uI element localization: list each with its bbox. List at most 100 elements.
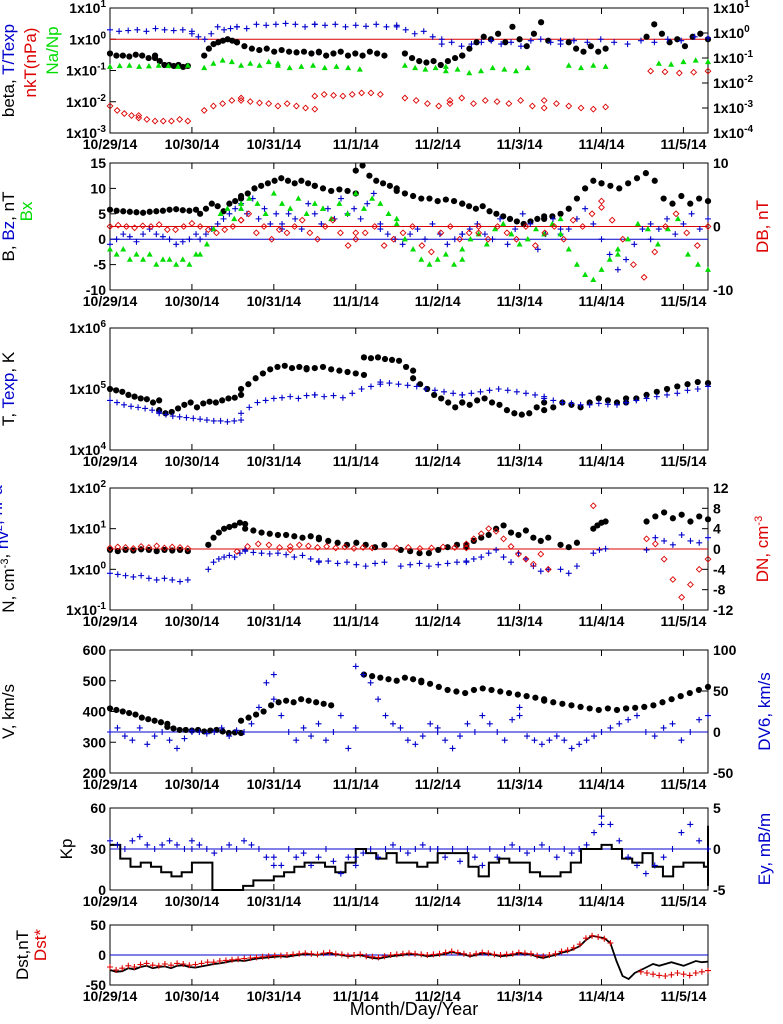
series-db-point (693, 242, 701, 249)
series-dst--point (448, 948, 455, 955)
series-v-point (604, 705, 611, 712)
series-bx-point (426, 261, 433, 267)
series-dn-point (341, 543, 349, 551)
series-ey-point (598, 821, 605, 828)
series-t-texp-point (208, 30, 215, 37)
series-v-point (435, 683, 442, 691)
y-tick-label-right: 5 (713, 800, 721, 816)
series-beta-point (151, 54, 159, 62)
series-nkt-npa--point (481, 97, 489, 104)
series-nv2-point (508, 559, 515, 566)
series-na-np-point (321, 64, 328, 71)
series-dst--point (277, 952, 284, 959)
series-beta-point (161, 61, 168, 69)
series-na-np-point (345, 64, 352, 71)
series-nkt-npa--point (458, 94, 466, 102)
series-bz-point (166, 236, 173, 243)
series-ey-point (501, 846, 508, 852)
series-b-point (386, 182, 393, 189)
series-t-texp-point (143, 28, 150, 35)
series-dst--point (436, 950, 443, 957)
series-dn-point (537, 550, 545, 558)
series-nv2-point (453, 559, 460, 566)
series-t-point (274, 363, 281, 371)
series-b-point (133, 209, 140, 216)
series-b-point (173, 206, 180, 213)
series-beta-point (219, 37, 227, 44)
series-bx-point (674, 215, 681, 222)
series-dv6-point (471, 729, 478, 735)
series-n-point (250, 527, 257, 534)
series-texp-point (121, 401, 128, 408)
series-dn-point (393, 544, 401, 552)
series-texp-point (477, 388, 484, 395)
series-db-point (139, 222, 147, 230)
series-bx-point (107, 246, 113, 252)
series-nkt-npa--point (704, 67, 712, 75)
series-ey-point (345, 854, 352, 861)
series-dv6-point (568, 745, 575, 752)
series-texp-point (623, 399, 630, 406)
series-db-point (560, 235, 568, 243)
series-dv6-point (553, 733, 560, 740)
series-beta-point (344, 52, 352, 59)
series-nv2-point (283, 551, 290, 558)
series-nkt-npa--point (237, 97, 245, 104)
series-ey-point (457, 858, 464, 865)
series-dst--point (570, 944, 577, 951)
series-dst--point (113, 967, 120, 973)
series-db-point (484, 235, 492, 243)
series-v-point (488, 686, 495, 694)
series-nkt-npa--point (128, 112, 135, 119)
series-ey-point (218, 846, 225, 852)
series-nkt-npa--point (540, 97, 548, 104)
series-dn-point (428, 544, 435, 552)
series-dst--point (168, 962, 175, 969)
series-db-point (437, 229, 445, 237)
series-dst--point (387, 952, 394, 958)
series-ey-point (509, 841, 516, 848)
series-v-point (283, 697, 290, 704)
series-dst--point (515, 949, 522, 956)
series-nv2-point (557, 566, 564, 573)
series-dst--point (497, 952, 504, 958)
series-dv6-point (598, 729, 605, 735)
series-t-texp-point (508, 39, 515, 46)
series-dv6-point (442, 737, 449, 744)
series-dst--point (143, 960, 150, 967)
series-bx-point (270, 190, 277, 196)
series-dv6-point (196, 729, 203, 735)
series-b-point (565, 205, 572, 212)
series-b-point (493, 210, 500, 217)
series-texp-point (486, 387, 493, 394)
series-texp-point (532, 391, 539, 398)
series-v-point (586, 705, 593, 712)
series-dst--point (595, 934, 602, 940)
series-b-point (500, 213, 507, 220)
series-na-np-point (422, 66, 429, 72)
series-db-point (550, 223, 558, 230)
series-dv6-point (607, 724, 614, 731)
series-n-point (444, 544, 451, 551)
series-dv6-point (315, 720, 322, 727)
series-na-np-point (333, 63, 340, 69)
series-nv2-point (661, 537, 668, 544)
series-bz-point (384, 231, 391, 238)
series-t-point (137, 395, 144, 402)
series-bx-point (557, 230, 564, 237)
series-ey-point (616, 837, 623, 844)
series-bz-point (370, 190, 377, 197)
series-na-np-point (432, 64, 439, 71)
y-axis-label-left: N, cm-3, nv2, nPa (0, 485, 18, 613)
series-beta-point (537, 19, 545, 26)
series-bz-point (414, 226, 421, 233)
series-t-point (381, 355, 389, 363)
series-v-point (237, 717, 245, 724)
series-dst--point (668, 971, 675, 978)
series-texp-point (217, 417, 224, 424)
series-texp-point (586, 401, 593, 408)
series-t-texp-point (429, 33, 436, 40)
series-bx-point (360, 205, 367, 211)
series-nkt-npa--point (675, 69, 683, 77)
series-na-np-point (680, 58, 687, 65)
